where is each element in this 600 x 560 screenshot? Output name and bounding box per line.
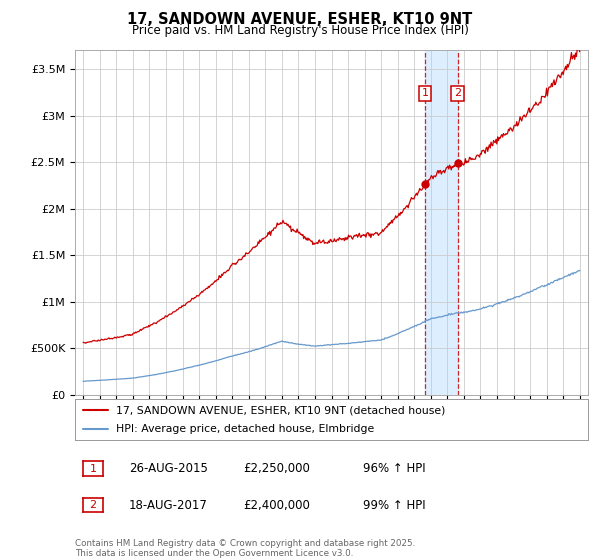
Text: 18-AUG-2017: 18-AUG-2017 — [129, 498, 208, 512]
Text: HPI: Average price, detached house, Elmbridge: HPI: Average price, detached house, Elmb… — [116, 424, 374, 433]
Text: Contains HM Land Registry data © Crown copyright and database right 2025.
This d: Contains HM Land Registry data © Crown c… — [75, 539, 415, 558]
Text: 1: 1 — [421, 88, 428, 99]
Text: 17, SANDOWN AVENUE, ESHER, KT10 9NT (detached house): 17, SANDOWN AVENUE, ESHER, KT10 9NT (det… — [116, 405, 445, 415]
Text: 26-AUG-2015: 26-AUG-2015 — [129, 462, 208, 475]
Text: 96% ↑ HPI: 96% ↑ HPI — [363, 462, 425, 475]
Text: 2: 2 — [454, 88, 461, 99]
Text: 17, SANDOWN AVENUE, ESHER, KT10 9NT: 17, SANDOWN AVENUE, ESHER, KT10 9NT — [127, 12, 473, 27]
Bar — [425, 50, 458, 395]
Text: 1: 1 — [89, 464, 97, 474]
Text: 99% ↑ HPI: 99% ↑ HPI — [363, 498, 425, 512]
Text: £2,400,000: £2,400,000 — [243, 498, 310, 512]
Text: £2,250,000: £2,250,000 — [243, 462, 310, 475]
Text: 2: 2 — [89, 500, 97, 510]
Text: Price paid vs. HM Land Registry's House Price Index (HPI): Price paid vs. HM Land Registry's House … — [131, 24, 469, 36]
